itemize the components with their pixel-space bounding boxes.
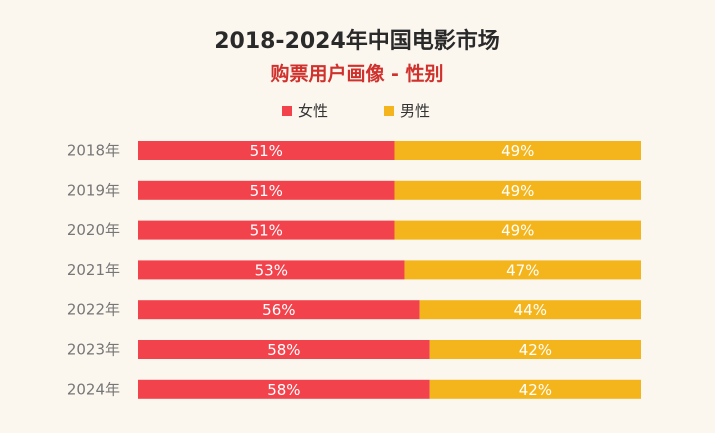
category-label: 2021年 [67, 261, 120, 279]
bar-female [138, 180, 395, 200]
data-label: 42% [519, 381, 552, 399]
data-label: 44% [514, 301, 547, 319]
data-label: 58% [267, 341, 300, 359]
chart-subtitle: 购票用户画像 - 性别 [270, 62, 443, 85]
bar-female [138, 220, 395, 240]
data-label: 49% [501, 222, 534, 240]
data-label: 51% [250, 142, 283, 160]
bar-male [404, 260, 641, 280]
category-label: 2023年 [67, 341, 120, 359]
category-labels: 2018年 2019年 2020年 2021年 2022年 2023年 2024年 [67, 142, 120, 399]
bar-male [394, 220, 641, 240]
data-label: 47% [506, 261, 539, 279]
data-label: 53% [255, 261, 288, 279]
bar-male [394, 180, 641, 200]
category-label: 2020年 [67, 221, 120, 239]
category-label: 2019年 [67, 181, 120, 199]
data-label: 49% [501, 142, 534, 160]
bar-female [138, 260, 405, 280]
legend: 女性 男性 [282, 102, 430, 120]
data-label: 51% [250, 222, 283, 240]
data-label: 42% [519, 341, 552, 359]
bar-male [429, 340, 641, 359]
data-label: 58% [267, 381, 300, 399]
data-label: 56% [262, 301, 295, 319]
data-label: 49% [501, 182, 534, 200]
bar-male [394, 141, 641, 160]
data-label: 51% [250, 182, 283, 200]
bar-female [138, 379, 430, 399]
legend-swatch-1 [282, 106, 292, 116]
legend-label-2: 男性 [400, 102, 430, 120]
bar-female [138, 300, 420, 320]
bar-male [429, 379, 641, 399]
category-label: 2022年 [67, 301, 120, 319]
chart-title: 2018-2024年中国电影市场 [214, 28, 500, 54]
category-label: 2018年 [67, 142, 120, 160]
legend-swatch-2 [384, 106, 394, 116]
category-label: 2024年 [67, 380, 120, 398]
legend-label-1: 女性 [298, 102, 328, 120]
bar-female [138, 141, 395, 160]
bar-male [419, 300, 641, 320]
bar-female [138, 340, 430, 359]
bars: 51% 49% 51% 49% 51% 49% 53% 47% 56% 44% 58% 42% 58% 4… [138, 141, 641, 399]
